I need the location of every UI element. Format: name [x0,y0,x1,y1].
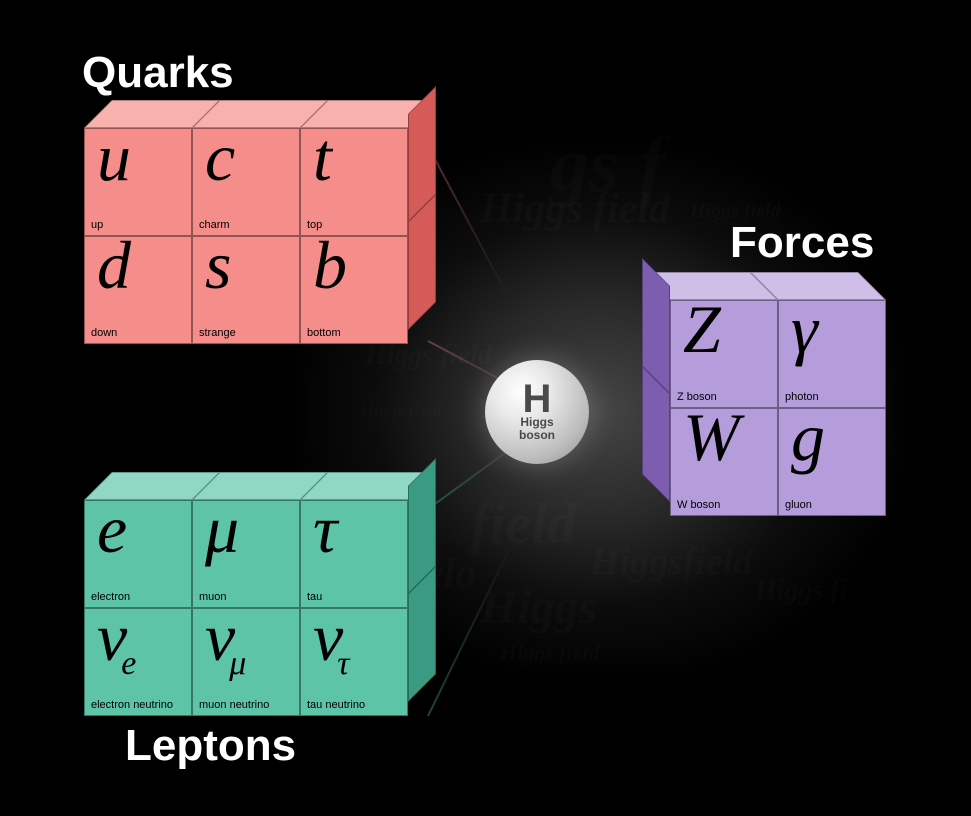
particle-symbol: u [97,123,131,191]
particle-label: strange [199,327,236,339]
particle-symbol: d [97,231,131,299]
higgs-field-text: field [470,490,576,557]
particle-symbol: ντ [313,603,355,671]
leptons-cell-muon: μmuon [192,500,300,608]
particle-symbol: c [205,123,235,191]
higgs-field-text: Higgs fi [755,575,848,607]
higgs-field-text: Higgsfield [590,540,753,584]
particle-symbol: νe [97,603,142,671]
leptons-title: Leptons [125,721,296,771]
higgs-field-text: Higgs field [365,340,492,372]
particle-label: bottom [307,327,341,339]
quarks-title: Quarks [82,48,234,98]
particle-label: electron neutrino [91,699,173,711]
leptons-cell-muon-neutrino: νμmuon neutrino [192,608,300,716]
forces-cell-gluon: ggluon [778,408,886,516]
leptons-cell-tau: τtau [300,500,408,608]
forces-title: Forces [730,218,874,268]
higgs-label-line2: boson [519,428,555,442]
particle-symbol: γ [791,295,818,363]
leptons-cell-electron: eelectron [84,500,192,608]
quarks-cell-bottom: bbottom [300,236,408,344]
quarks-cell-strange: sstrange [192,236,300,344]
particle-label: tau neutrino [307,699,365,711]
quarks-cell-down: ddown [84,236,192,344]
higgs-label: Higgs boson [519,416,555,441]
particle-symbol: t [313,123,332,191]
higgs-field-text: gs f [550,120,665,210]
particle-symbol: μ [205,495,239,563]
particle-symbol: b [313,231,347,299]
higgs-boson-sphere: H Higgs boson [485,360,589,464]
leptons-cell-tau-neutrino: ντtau neutrino [300,608,408,716]
forces-cell-photon: γphoton [778,300,886,408]
particle-symbol: g [791,403,825,471]
particle-label: down [91,327,117,339]
higgs-symbol: H [523,382,552,416]
particle-symbol: W [683,403,740,471]
particle-symbol: s [205,231,231,299]
forces-cell-Z-boson: ZZ boson [670,300,778,408]
quarks-cell-up: uup [84,128,192,236]
higgs-field-text: Higgs [480,580,597,635]
particle-symbol: νμ [205,603,252,671]
higgs-field-text: Higgs field [500,640,600,666]
leptons-cell-electron-neutrino: νeelectron neutrino [84,608,192,716]
particle-symbol: τ [313,495,337,563]
particle-label: W boson [677,499,720,511]
particle-symbol: Z [683,295,721,363]
higgs-field-text: Higgs field [360,400,442,421]
forces-cell-W-boson: WW boson [670,408,778,516]
particle-label: gluon [785,499,812,511]
particle-label: muon neutrino [199,699,269,711]
quarks-cell-charm: ccharm [192,128,300,236]
particle-symbol: e [97,495,127,563]
quarks-cell-top: ttop [300,128,408,236]
